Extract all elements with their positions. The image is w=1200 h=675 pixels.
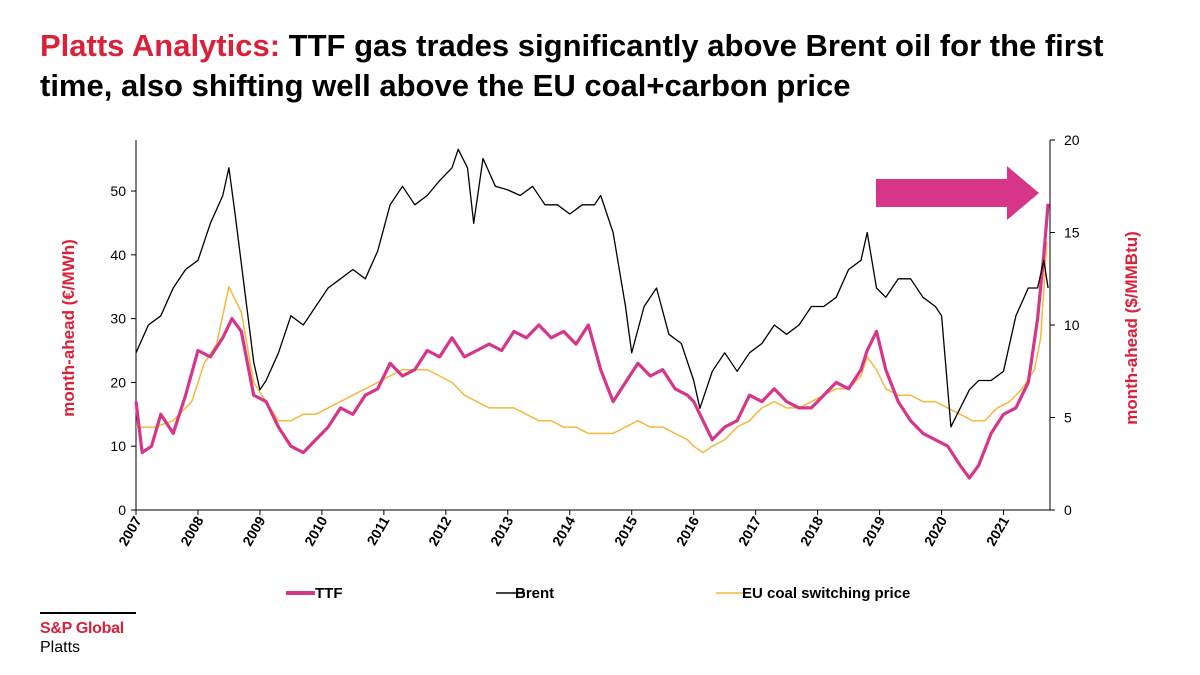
x-tick-label: 2019 [859,513,889,548]
logo-line1: S&P Global [40,620,124,637]
right-tick-label: 5 [1064,410,1072,426]
series-line-eu-coal-switching-price [136,242,1048,454]
left-tick-label: 20 [110,374,126,390]
sp-global-platts-logo: S&P Global Platts [40,612,136,657]
x-tick-label: 2009 [239,513,269,548]
x-tick-label: 2012 [425,513,455,548]
right-tick-label: 20 [1064,132,1080,148]
left-axis-title: month-ahead (€/MWh) [59,239,78,417]
x-tick-label: 2007 [115,513,145,548]
logo-line2: Platts [40,639,81,656]
logo-rule [40,612,136,614]
x-tick-label: 2011 [363,513,392,547]
series-group [134,148,1050,480]
series-line-brent [135,148,1049,428]
axes-group [131,139,1055,515]
chart-title: Platts Analytics: TTF gas trades signifi… [40,26,1170,106]
legend-label-eu-coal-switching-price: EU coal switching price [742,585,910,602]
x-tick-label: 2015 [611,513,641,548]
x-tick-label: 2013 [487,513,517,548]
title-brand: Platts Analytics: [40,28,281,63]
left-tick-label: 50 [110,183,126,199]
legend-label-ttf: TTF [315,585,343,602]
right-tick-label: 0 [1064,502,1072,518]
right-axis-title: month-ahead ($/MMBtu) [1122,231,1141,425]
x-tick-label: 2020 [921,513,951,548]
title-headline: TTF gas trades significantly above Brent… [40,28,1104,103]
right-tick-label: 10 [1064,317,1080,333]
x-tick-label: 2018 [797,513,827,548]
left-tick-label: 40 [110,247,126,263]
x-tick-label: 2008 [177,513,207,548]
x-tick-label: 2014 [549,513,579,548]
series-line-ttf [134,203,1050,480]
left-tick-label: 10 [110,438,126,454]
left-tick-label: 0 [118,502,126,518]
legend: TTF Brent EU coal switching price [286,585,910,602]
legend-label-brent: Brent [515,585,554,602]
left-tick-label: 30 [110,311,126,327]
right-tick-label: 15 [1064,225,1080,241]
annotation-arrow [876,166,1039,220]
x-tick-label: 2017 [735,513,765,548]
x-tick-label: 2010 [301,513,331,548]
x-tick-label: 2021 [983,513,1013,548]
x-tick-label: 2016 [673,513,703,548]
